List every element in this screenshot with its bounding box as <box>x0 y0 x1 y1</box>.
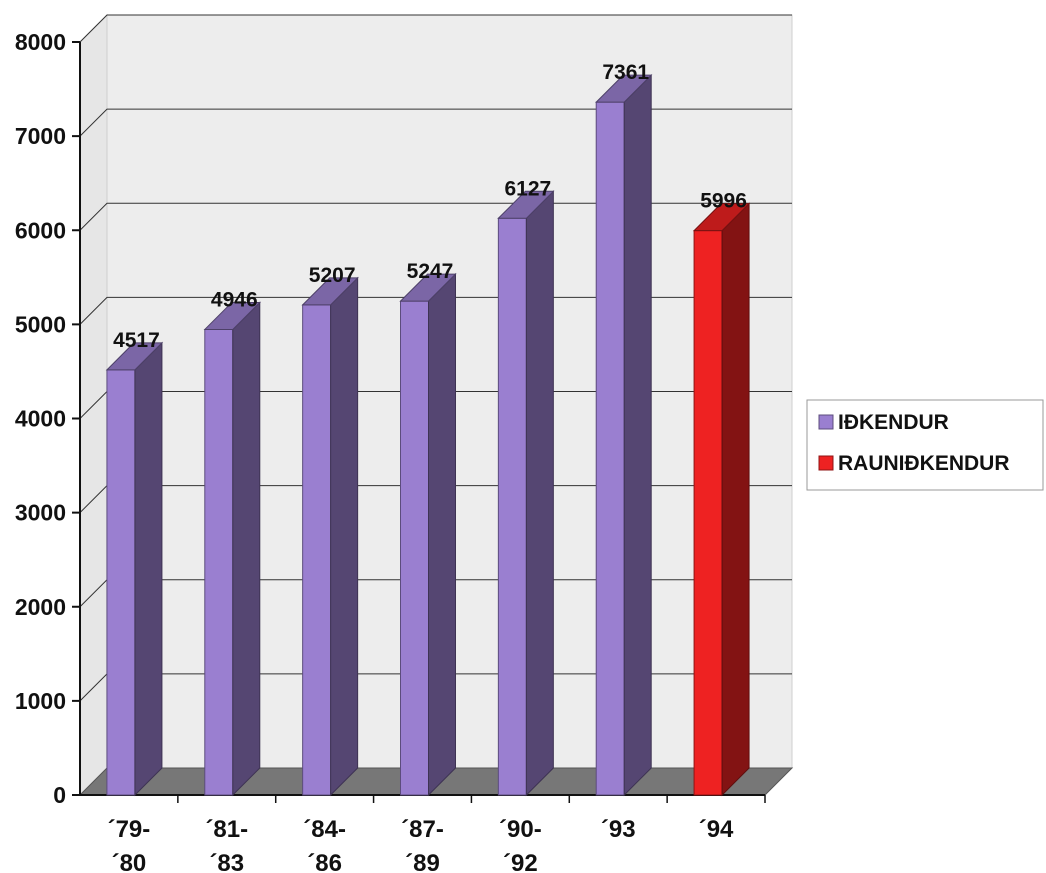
y-axis-ticks: 0 1000 2000 3000 4000 5000 6000 7000 8000 <box>15 29 80 808</box>
y-tick-label: 6000 <box>15 217 66 243</box>
bar <box>203 301 261 797</box>
legend-label: IÐKENDUR <box>838 411 949 434</box>
legend: IÐKENDUR RAUNIÐKENDUR <box>806 399 1044 491</box>
bar <box>497 190 555 797</box>
gridline <box>79 296 792 325</box>
legend-swatch <box>818 455 834 471</box>
data-label: 5247 <box>407 260 454 283</box>
bar-front <box>302 304 332 796</box>
bar-side <box>525 190 554 797</box>
bar-side <box>623 73 652 797</box>
bar-front <box>106 369 136 796</box>
legend-box <box>806 399 1044 491</box>
bar <box>105 341 164 797</box>
x-tick-label: ´93 <box>601 816 636 843</box>
y-tick-label: 3000 <box>15 500 66 526</box>
bar-top <box>595 74 653 103</box>
bar-front <box>497 217 527 796</box>
bar-front <box>204 328 234 796</box>
data-label: 4946 <box>211 288 258 311</box>
data-label: 4517 <box>113 329 160 352</box>
x-tick-label: ´94 <box>699 816 734 843</box>
bar <box>692 202 751 797</box>
bar-top <box>692 203 751 232</box>
bar-side <box>721 202 750 797</box>
x-tick-label: ´87-´89 <box>401 816 444 873</box>
bar <box>399 272 457 797</box>
bar <box>595 73 653 797</box>
bars <box>105 73 751 797</box>
data-label: 5996 <box>700 190 747 213</box>
bar-top <box>203 301 261 330</box>
bar-front <box>400 300 429 796</box>
bar-side <box>134 341 163 797</box>
x-tick-label: ´90-´92 <box>499 816 542 873</box>
y-tick-label: 7000 <box>15 123 66 149</box>
y-tick-label: 5000 <box>15 311 66 337</box>
x-tick-label: ´81-´83 <box>205 816 248 873</box>
data-label: 6127 <box>504 177 551 200</box>
bar-front <box>595 101 625 796</box>
gridline <box>79 14 792 43</box>
bar-top <box>105 342 164 371</box>
gridlines <box>79 14 792 702</box>
x-axis-ticks: ´79-´80 ´81-´83 ´84-´86 ´87-´89 ´90-´92 ´93 ´9… <box>108 795 766 873</box>
x-tick-label: ´79-´80 <box>108 816 151 873</box>
x-tick-label: ´84-´86 <box>303 816 346 873</box>
legend-swatch <box>818 414 834 430</box>
bar-top <box>497 190 555 219</box>
gridline <box>79 202 792 231</box>
y-tick-label: 0 <box>53 782 66 808</box>
data-label: 7361 <box>602 61 649 84</box>
y-tick-label: 1000 <box>15 688 66 714</box>
y-tick-label: 4000 <box>15 406 66 432</box>
gridline <box>79 108 792 137</box>
data-labels: 4517 4946 5207 5247 6127 7361 5996 <box>113 61 747 352</box>
bar-front <box>693 230 723 796</box>
bar-top <box>301 277 359 306</box>
bar-side <box>330 276 359 797</box>
bar-top <box>399 273 457 302</box>
bar <box>301 276 359 797</box>
bar-side <box>428 272 456 797</box>
y-tick-label: 2000 <box>15 594 66 620</box>
legend-label: RAUNIÐKENDUR <box>838 452 1010 475</box>
y-tick-label: 8000 <box>15 29 66 55</box>
data-label: 5207 <box>309 264 356 287</box>
bar-side <box>232 301 261 797</box>
